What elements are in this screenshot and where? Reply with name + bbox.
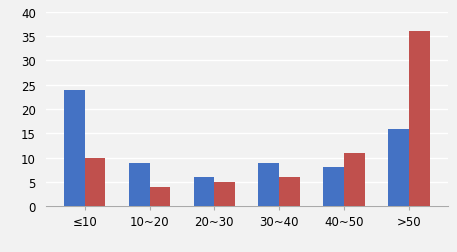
Bar bbox=[388, 129, 409, 207]
Bar bbox=[323, 168, 344, 207]
Bar bbox=[388, 129, 409, 207]
Bar bbox=[214, 182, 235, 207]
Bar bbox=[279, 177, 300, 207]
Bar bbox=[344, 153, 365, 207]
Bar bbox=[85, 158, 106, 207]
Bar bbox=[149, 187, 170, 207]
Bar bbox=[279, 177, 300, 207]
Bar bbox=[64, 90, 85, 207]
Bar bbox=[259, 163, 279, 207]
Bar bbox=[129, 163, 149, 207]
Bar bbox=[323, 168, 344, 207]
Bar bbox=[344, 153, 365, 207]
Bar bbox=[194, 177, 214, 207]
Bar bbox=[194, 177, 214, 207]
Bar bbox=[259, 163, 279, 207]
Bar bbox=[149, 187, 170, 207]
Bar bbox=[85, 158, 106, 207]
Bar bbox=[409, 32, 430, 207]
Bar bbox=[64, 90, 85, 207]
Bar bbox=[214, 182, 235, 207]
Bar bbox=[409, 32, 430, 207]
Bar bbox=[129, 163, 149, 207]
